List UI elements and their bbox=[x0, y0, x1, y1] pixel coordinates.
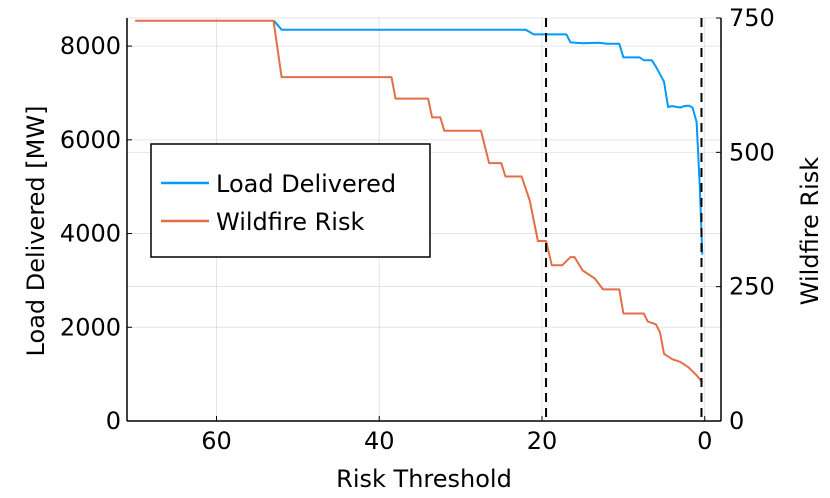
y-left-tick-label: 6000 bbox=[60, 126, 121, 154]
y-axis-right-title: Wildfire Risk bbox=[796, 157, 824, 305]
y-right-tick-label: 0 bbox=[729, 407, 744, 435]
x-tick-label: 0 bbox=[697, 427, 712, 455]
series-line-wildfire-risk bbox=[135, 19, 704, 383]
y-right-tick-label: 250 bbox=[729, 273, 775, 301]
legend-box bbox=[150, 143, 431, 258]
x-tick-label: 40 bbox=[364, 427, 395, 455]
legend-label-load-delivered: Load Delivered bbox=[216, 170, 396, 198]
series-line-load-delivered bbox=[272, 19, 704, 255]
series-layer bbox=[135, 19, 704, 383]
y-left-tick-label: 8000 bbox=[60, 32, 121, 60]
x-tick-label: 20 bbox=[527, 427, 558, 455]
legend-label-wildfire-risk: Wildfire Risk bbox=[216, 208, 364, 236]
legend: Load Delivered Wildfire Risk bbox=[150, 143, 431, 258]
y-axis-left-title: Load Delivered [MW] bbox=[22, 106, 50, 357]
x-tick-label: 60 bbox=[201, 427, 232, 455]
y-left-tick-label: 2000 bbox=[60, 313, 121, 341]
y-right-tick-label: 500 bbox=[729, 138, 775, 166]
plot-frame bbox=[126, 17, 722, 422]
y-left-tick-label: 0 bbox=[106, 407, 121, 435]
y-right-tick-label: 750 bbox=[729, 4, 775, 32]
x-axis-title: Risk Threshold bbox=[336, 465, 512, 493]
threshold-lines bbox=[545, 18, 703, 421]
y-left-tick-label: 4000 bbox=[60, 220, 121, 248]
